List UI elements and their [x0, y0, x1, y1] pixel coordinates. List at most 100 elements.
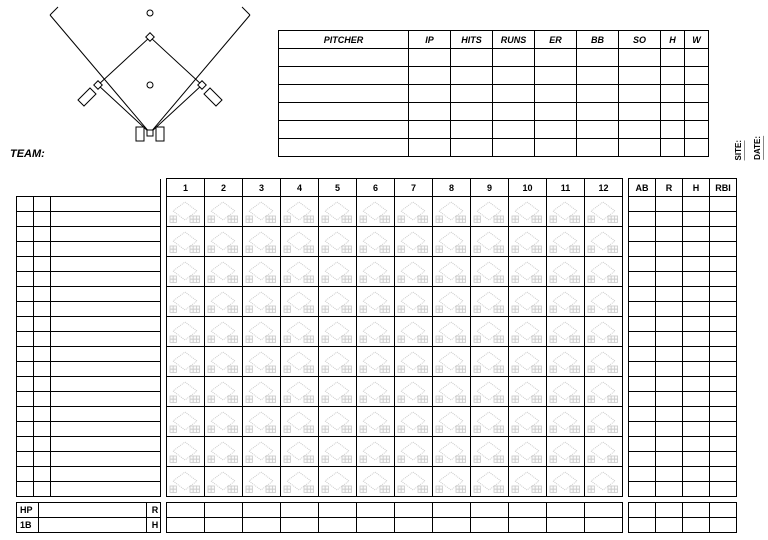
scoring-cell	[205, 197, 243, 227]
stat-cell	[683, 347, 710, 362]
pitcher-cell	[685, 103, 709, 121]
stat-cell	[683, 377, 710, 392]
summary-inning-cell	[319, 503, 357, 518]
stat-cell	[629, 332, 656, 347]
stat-cell	[629, 392, 656, 407]
scoring-cell	[167, 257, 205, 287]
roster-cell	[17, 467, 34, 482]
roster-cell	[17, 212, 34, 227]
stat-cell	[656, 227, 683, 242]
scoring-cell	[547, 197, 585, 227]
scoring-cell	[167, 437, 205, 467]
pitcher-cell	[279, 103, 409, 121]
roster-cell	[51, 452, 161, 467]
pitcher-cell	[451, 67, 493, 85]
stat-cell	[629, 242, 656, 257]
inning-header-4: 4	[281, 179, 319, 197]
summary-inning-cell	[433, 518, 471, 533]
roster-cell	[34, 227, 51, 242]
pitcher-col-so: SO	[619, 31, 661, 49]
stat-cell	[683, 362, 710, 377]
stat-cell	[710, 242, 737, 257]
stat-cell	[710, 257, 737, 272]
stat-cell	[656, 242, 683, 257]
pitcher-col-er: ER	[535, 31, 577, 49]
summary-inning-cell	[319, 518, 357, 533]
stat-cell	[683, 242, 710, 257]
scoring-cell	[243, 467, 281, 497]
scoring-cell	[281, 467, 319, 497]
scoring-grid: 123456789101112ABRHRBI	[16, 178, 737, 497]
stat-cell	[656, 272, 683, 287]
summary-stat-cell	[683, 503, 710, 518]
scoring-cell	[357, 227, 395, 257]
scoring-cell	[509, 227, 547, 257]
scoring-cell	[357, 467, 395, 497]
pitcher-cell	[451, 139, 493, 157]
scoring-cell	[357, 287, 395, 317]
stat-cell	[710, 482, 737, 497]
roster-cell	[34, 212, 51, 227]
roster-cell	[17, 377, 34, 392]
pitcher-cell	[535, 49, 577, 67]
inning-header-7: 7	[395, 179, 433, 197]
stat-cell	[683, 467, 710, 482]
roster-cell	[17, 392, 34, 407]
roster-cell	[51, 227, 161, 242]
stat-cell	[710, 197, 737, 212]
scoring-cell	[433, 407, 471, 437]
scoring-cell	[585, 467, 623, 497]
inning-header-12: 12	[585, 179, 623, 197]
summary-label-h: H	[147, 518, 161, 533]
scoring-cell	[433, 287, 471, 317]
stat-cell	[710, 302, 737, 317]
scoring-cell	[243, 227, 281, 257]
scoring-cell	[547, 317, 585, 347]
stat-cell	[629, 197, 656, 212]
scoring-cell	[281, 347, 319, 377]
scoring-cell	[547, 467, 585, 497]
roster-cell	[34, 347, 51, 362]
scoring-cell	[471, 257, 509, 287]
scoring-cell	[281, 407, 319, 437]
scoring-cell	[243, 257, 281, 287]
scoring-cell	[243, 407, 281, 437]
scoring-cell	[205, 407, 243, 437]
roster-cell	[17, 197, 34, 212]
scoring-cell	[509, 197, 547, 227]
inning-header-6: 6	[357, 179, 395, 197]
scoring-cell	[281, 437, 319, 467]
scoring-cell	[167, 377, 205, 407]
stat-cell	[710, 272, 737, 287]
stat-cell	[629, 452, 656, 467]
scoring-cell	[319, 197, 357, 227]
scoring-cell	[433, 437, 471, 467]
scoring-cell	[471, 407, 509, 437]
scoring-cell	[243, 437, 281, 467]
stat-cell	[683, 407, 710, 422]
roster-cell	[34, 302, 51, 317]
stat-header-r: R	[656, 179, 683, 197]
scoring-cell	[357, 257, 395, 287]
scoring-cell	[509, 257, 547, 287]
inning-header-2: 2	[205, 179, 243, 197]
inning-header-11: 11	[547, 179, 585, 197]
summary-inning-cell	[547, 518, 585, 533]
stat-cell	[629, 272, 656, 287]
pitcher-cell	[279, 139, 409, 157]
stat-cell	[656, 407, 683, 422]
stat-cell	[629, 467, 656, 482]
pitcher-col-hits: HITS	[451, 31, 493, 49]
scoring-cell	[433, 377, 471, 407]
summary-stat-cell	[683, 518, 710, 533]
roster-cell	[34, 437, 51, 452]
roster-cell	[17, 287, 34, 302]
stat-cell	[656, 437, 683, 452]
scoring-cell	[319, 347, 357, 377]
stat-cell	[710, 287, 737, 302]
scoring-cell	[205, 317, 243, 347]
pitcher-cell	[685, 49, 709, 67]
summary-inning-cell	[167, 503, 205, 518]
roster-cell	[51, 407, 161, 422]
pitcher-cell	[619, 49, 661, 67]
